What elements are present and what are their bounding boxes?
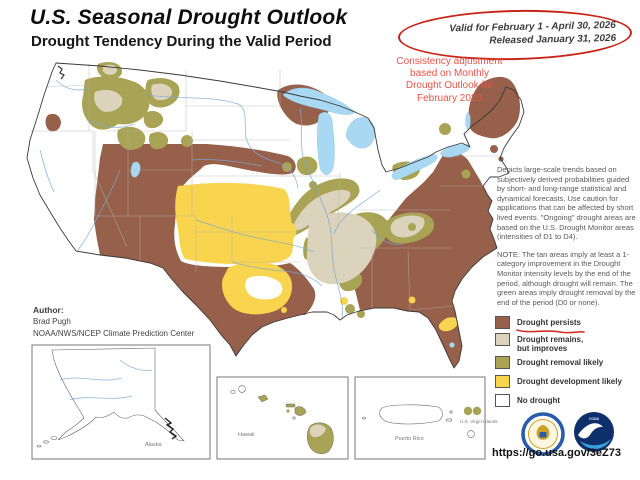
lake-okeechobee xyxy=(449,342,455,348)
legend-label: No drought xyxy=(517,395,561,405)
legend-label: Drought persists xyxy=(517,318,582,327)
conus-coast-outline xyxy=(26,62,525,369)
legend-item-drought-persists: Drought persists xyxy=(495,316,640,334)
red-underline-annotation xyxy=(516,329,585,334)
usvi-island xyxy=(472,406,482,416)
usvi-island xyxy=(463,406,473,416)
legend-swatch-development xyxy=(495,374,510,388)
legend-swatch-removal xyxy=(495,355,510,369)
noaa-logo-text: noaa xyxy=(589,416,600,421)
legend-item-drought-remains-improves: Drought remains, but improves xyxy=(495,333,640,354)
lake-champlain xyxy=(465,112,471,130)
description-paragraph-1: Depicts large-scale trends based on subj… xyxy=(497,165,636,242)
inset-alaska: Alaska xyxy=(31,344,211,460)
legend-label: Drought remains, but improves xyxy=(517,335,584,354)
puget-sound-islands xyxy=(57,65,65,80)
legend-item-drought-development: Drought development likely xyxy=(495,374,640,388)
state-borders xyxy=(30,64,500,311)
texas-no-drought-hole xyxy=(245,275,283,300)
lakes xyxy=(130,87,471,348)
page-subtitle: Drought Tendency During the Valid Period xyxy=(31,33,332,50)
legend-swatch-no-drought xyxy=(495,393,510,407)
inset-puerto-rico: Puerto Rico U.S. Virgin Islands xyxy=(354,376,498,460)
legend-item-drought-removal: Drought removal likely xyxy=(495,355,640,369)
rivers xyxy=(39,79,403,319)
lake-huron xyxy=(345,117,376,149)
author-block: Author: Brad Pugh NOAA/NWS/NCEP Climate … xyxy=(33,304,194,340)
legend-swatch-improves xyxy=(495,333,510,346)
valid-period-text: Valid for February 1 - April 30, 2026 Re… xyxy=(449,19,617,47)
author-name: Brad Pugh xyxy=(33,317,71,327)
short-url: https://go.usa.gov/3eZ73 xyxy=(492,447,621,459)
lake-erie xyxy=(391,154,438,181)
noaa-logo: noaa xyxy=(574,412,614,452)
inset-hawaii: Hawaii xyxy=(216,376,349,460)
author-heading: Author: xyxy=(33,305,64,315)
alaska-panhandle-islands xyxy=(164,417,178,440)
hawaii-label: Hawaii xyxy=(238,432,255,438)
great-salt-lake xyxy=(130,161,141,178)
legend-item-no-drought: No drought xyxy=(495,393,640,407)
author-org: NOAA/NWS/NCEP Climate Prediction Center xyxy=(33,328,195,338)
legend-label: Drought removal likely xyxy=(517,357,604,367)
usvi-label: U.S. Virgin Islands xyxy=(460,419,498,424)
page-title: U.S. Seasonal Drought Outlook xyxy=(30,6,348,29)
legend-swatch-persists xyxy=(495,316,510,329)
lake-michigan xyxy=(317,112,335,175)
puerto-rico-label: Puerto Rico xyxy=(395,436,424,442)
lake-ontario xyxy=(440,144,470,158)
doc-seal-logo xyxy=(521,412,565,456)
description-paragraph-2: NOTE: The tan areas imply at least a 1-c… xyxy=(497,249,636,307)
map-legend: Drought persists Drought remains, but im… xyxy=(495,316,640,411)
regions-drought-improves xyxy=(94,64,425,285)
consistency-note: Consistency adjustment based on Monthly … xyxy=(396,56,503,104)
alaska-label: Alaska xyxy=(145,442,162,448)
legend-label: Drought development likely xyxy=(517,376,622,386)
forecast-description: Depicts large-scale trends based on subj… xyxy=(497,165,638,315)
